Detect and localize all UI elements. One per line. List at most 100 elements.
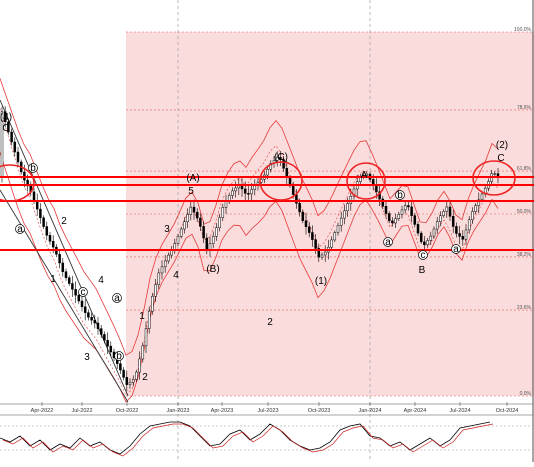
- candle-body: [474, 205, 477, 212]
- wave-label: 1: [139, 311, 145, 322]
- candle-body: [269, 163, 273, 170]
- candle-body: [154, 284, 157, 297]
- candle-body: [301, 211, 305, 221]
- wave-label: b: [116, 351, 122, 362]
- candle-body: [387, 213, 391, 222]
- wave-label: (A): [186, 173, 199, 184]
- wave-label: C: [497, 153, 504, 164]
- candle-body: [189, 206, 193, 215]
- candle-body: [317, 248, 321, 258]
- candle-body: [80, 300, 84, 308]
- candle-body: [410, 206, 413, 216]
- candle-body: [131, 379, 135, 383]
- wave-label-circle: [28, 163, 38, 173]
- candle-body: [442, 211, 445, 216]
- candle-body: [234, 187, 237, 192]
- candle-body: [90, 316, 93, 321]
- candle-body: [282, 159, 285, 169]
- candle-body: [51, 241, 55, 248]
- candle-body: [314, 239, 317, 249]
- upper-band: [0, 78, 499, 356]
- wave-label: a: [17, 224, 23, 235]
- candle-body: [39, 208, 42, 219]
- candle-body: [413, 215, 417, 225]
- highlight-circle: [0, 164, 35, 202]
- fib-level-label: 100.0%: [514, 27, 532, 33]
- candle-body: [61, 262, 65, 272]
- candle-body: [400, 209, 404, 215]
- highlight-circle: [472, 160, 516, 196]
- candle-body: [455, 226, 458, 234]
- wave-label: 4: [173, 270, 179, 281]
- wave-label: 3: [164, 224, 170, 235]
- x-tick-label: Oct-2024: [496, 408, 519, 414]
- candle-body: [183, 221, 186, 230]
- wave-label: 2: [61, 216, 67, 227]
- candle-body: [448, 206, 452, 217]
- wave-label: a: [385, 237, 391, 248]
- wave-label: B: [419, 265, 426, 276]
- candle-body: [346, 203, 349, 212]
- wave-label: c: [421, 250, 426, 261]
- candle-body: [231, 190, 234, 196]
- candle-body: [467, 219, 471, 231]
- fib-level-label: 0.0%: [520, 391, 532, 397]
- fibonacci-levels: 100.0% 78.6% 61.8% 50.0% 38.2% 23.6% 0.0%: [126, 27, 534, 397]
- wave-label: A: [361, 170, 368, 181]
- candle-body: [480, 193, 484, 201]
- fib-level-label: 50.0%: [517, 209, 532, 215]
- candle-body: [439, 215, 442, 222]
- candle-body: [461, 236, 465, 240]
- x-tick-label: Jan-2023: [167, 408, 190, 414]
- candle-body: [451, 216, 455, 227]
- candle-body: [87, 312, 90, 318]
- candle-body: [243, 188, 247, 194]
- candle-body: [435, 221, 439, 230]
- candle-body: [394, 218, 397, 224]
- candle-body: [179, 228, 183, 237]
- candle-body: [135, 371, 138, 380]
- candle-body: [323, 251, 327, 256]
- lower-band: [0, 152, 499, 403]
- candle-body: [343, 210, 346, 219]
- wave-label-circle: [418, 250, 428, 260]
- candle-body: [64, 271, 68, 278]
- candle-body: [67, 277, 71, 284]
- candle-body: [71, 283, 74, 290]
- candle-body: [304, 220, 308, 227]
- wave-label: 2: [142, 372, 148, 383]
- x-tick-label: Jul-2022: [71, 408, 92, 414]
- candle-body: [384, 206, 388, 214]
- candle-body: [352, 188, 356, 197]
- wave-label: b: [397, 190, 403, 201]
- candle-body: [93, 319, 97, 324]
- highlight-circle: [259, 161, 303, 201]
- candle-body: [419, 232, 423, 243]
- wave-label: b: [30, 163, 36, 174]
- candle-body: [320, 254, 324, 258]
- candle-body: [275, 157, 279, 161]
- candle-body: [250, 189, 253, 195]
- oscillator-panel: [0, 421, 534, 457]
- wave-label-circle: [383, 237, 393, 247]
- candle-body: [208, 243, 212, 250]
- wave-label-circle: [395, 190, 405, 200]
- wave-label: (4): [0, 112, 12, 123]
- wave-label: (C): [274, 152, 288, 163]
- x-tick-label: Apr-2024: [404, 408, 427, 414]
- candle-body: [32, 191, 36, 201]
- candle-body: [3, 111, 7, 123]
- candle-body: [103, 334, 106, 341]
- wave-label: a: [114, 293, 120, 304]
- candle-body: [45, 226, 49, 236]
- candle-body: [42, 217, 45, 227]
- candle-body: [391, 220, 394, 224]
- candle-body: [336, 225, 340, 233]
- fib-level-label: 38.2%: [517, 252, 532, 258]
- candle-body: [10, 131, 13, 143]
- candle-body: [16, 151, 20, 163]
- candle-body: [144, 328, 148, 347]
